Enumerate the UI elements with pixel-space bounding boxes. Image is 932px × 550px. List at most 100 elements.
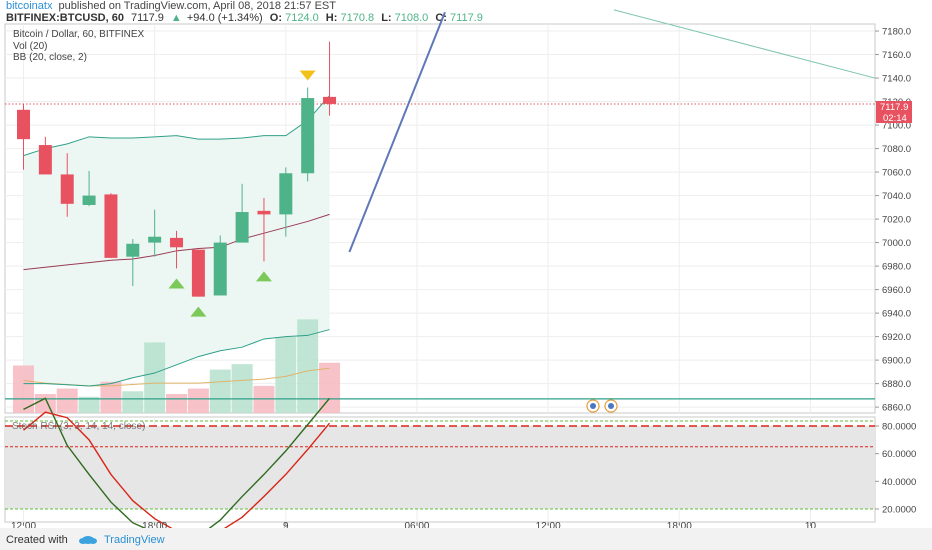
volume-bar (166, 394, 188, 413)
price-axis-label: 6860.0 (882, 403, 911, 414)
symbol-name: BITFINEX:BTCUSD, 60 (6, 12, 124, 24)
volume-bar (297, 319, 319, 413)
trend-line[interactable] (348, 11, 446, 253)
h-value: 7170.8 (340, 12, 374, 24)
stoch-legend[interactable]: Stoch RSI (3, 3, 14, 14, close) (12, 421, 145, 432)
candle-body (323, 96, 337, 104)
volume-bar (144, 342, 166, 413)
buy-signal-triangle (255, 271, 272, 282)
last-value: 7117.9 (131, 12, 164, 24)
last-price-tag (876, 101, 912, 112)
price-axis-label: 7160.0 (882, 50, 911, 61)
footer-bar (0, 528, 932, 550)
event-flag-icon-core (608, 403, 614, 409)
time-axis-label: 10 (805, 521, 817, 532)
h-label: H: (326, 12, 338, 24)
volume-bar (56, 388, 78, 413)
sell-signal-triangle (299, 70, 316, 81)
event-flag-icon-core (590, 403, 596, 409)
published-text: published on TradingView.com, April 08, … (59, 0, 337, 12)
descending-line[interactable] (613, 9, 876, 79)
candle-body (17, 109, 30, 140)
stoch-band-fill (5, 426, 875, 509)
price-axis-label: 6900.0 (882, 356, 911, 367)
l-label: L: (381, 12, 391, 24)
tradingview-cloud-icon (79, 536, 97, 544)
price-axis-label: 7080.0 (882, 144, 911, 155)
price-axis-label: 7020.0 (882, 215, 911, 226)
price-axis-label: 6920.0 (882, 332, 911, 343)
stoch-axis-label: 80.0000 (882, 422, 916, 433)
time-axis-label: 06:00 (404, 521, 429, 532)
stoch-axis-label: 60.0000 (882, 449, 916, 460)
price-axis-label: 6880.0 (882, 379, 911, 390)
candle-body (257, 210, 271, 215)
symbol-line: BITFINEX:BTCUSD, 60 7117.9 ▲ +94.0 (+1.3… (6, 12, 483, 24)
price-axis-label: 7140.0 (882, 74, 911, 85)
legend-symbol[interactable]: Bitcoin / Dollar, 60, BITFINEX (13, 29, 144, 40)
volume-bar (231, 364, 253, 413)
candle-body (235, 212, 249, 243)
last-price-tag-text: 7117.9 (880, 102, 908, 113)
price-axis[interactable]: 6860.0 6880.0 6900.0 6920.0 6940.0 6960.0 6980… (875, 27, 911, 414)
candle-body (126, 243, 140, 257)
event-markers[interactable] (586, 399, 618, 413)
stoch-axis[interactable]: 20.0000 40.0000 60.0000 80.0000 (875, 422, 916, 516)
volume-bar (209, 369, 231, 413)
time-axis[interactable]: 12:00 18:00 9 06:00 12:00 18:00 10 (11, 521, 816, 532)
candle-body (279, 173, 293, 215)
author-link: bitcoinatx (6, 0, 53, 12)
candle-body (213, 242, 227, 296)
candle-body (170, 237, 184, 248)
change-value: +94.0 (+1.34%) (187, 12, 263, 24)
candle-body (104, 194, 118, 258)
volume-bar (187, 388, 209, 413)
c-label: C: (435, 12, 447, 24)
price-pane (4, 9, 876, 414)
volume-bar (319, 362, 341, 413)
footer-brand[interactable]: TradingView (104, 534, 165, 546)
price-axis-label: 6940.0 (882, 309, 911, 320)
time-axis-label: 12:00 (536, 521, 561, 532)
o-label: O: (270, 12, 282, 24)
countdown-tag-text: 02:14 (883, 113, 907, 124)
volume-bar (275, 337, 297, 413)
time-axis-label: 18:00 (667, 521, 692, 532)
volume-bar (34, 394, 56, 413)
price-axis-label: 7000.0 (882, 238, 911, 249)
buy-signal-triangle (190, 306, 207, 317)
candle-body (82, 195, 96, 205)
stoch-axis-label: 40.0000 (882, 477, 916, 488)
volume-bar (78, 396, 100, 413)
price-axis-label: 7100.0 (882, 121, 911, 132)
time-axis-label: 9 (283, 521, 289, 532)
up-arrow-icon: ▲ (171, 12, 182, 24)
stoch-axis-label: 20.0000 (882, 505, 916, 516)
c-value: 7117.9 (450, 12, 483, 24)
price-axis-label: 7060.0 (882, 168, 911, 179)
candle-body (301, 98, 315, 174)
price-axis-label: 7180.0 (882, 27, 911, 38)
candle-body (148, 236, 162, 243)
price-axis-label: 7040.0 (882, 191, 911, 202)
bollinger-upper-line (23, 95, 330, 157)
volume-bar (13, 365, 34, 413)
price-axis-label: 6980.0 (882, 262, 911, 273)
buy-signal-triangle (168, 278, 185, 289)
bollinger-lower-line (23, 329, 330, 387)
time-axis-label: 12:00 (11, 521, 36, 532)
legend-bollinger[interactable]: BB (20, close, 2) (13, 52, 87, 63)
candle-body (38, 145, 52, 175)
stoch-rsi-pane (4, 397, 876, 538)
countdown-tag (876, 112, 912, 123)
volume-bar (122, 391, 144, 413)
price-axis-label: 6960.0 (882, 285, 911, 296)
volume-bar (100, 381, 122, 413)
legend-volume[interactable]: Vol (20) (13, 41, 47, 52)
o-value: 7124.0 (285, 12, 319, 24)
l-value: 7108.0 (395, 12, 429, 24)
time-axis-label: 18:00 (142, 521, 167, 532)
author-line: bitcoinatx published on TradingView.com,… (6, 0, 336, 12)
